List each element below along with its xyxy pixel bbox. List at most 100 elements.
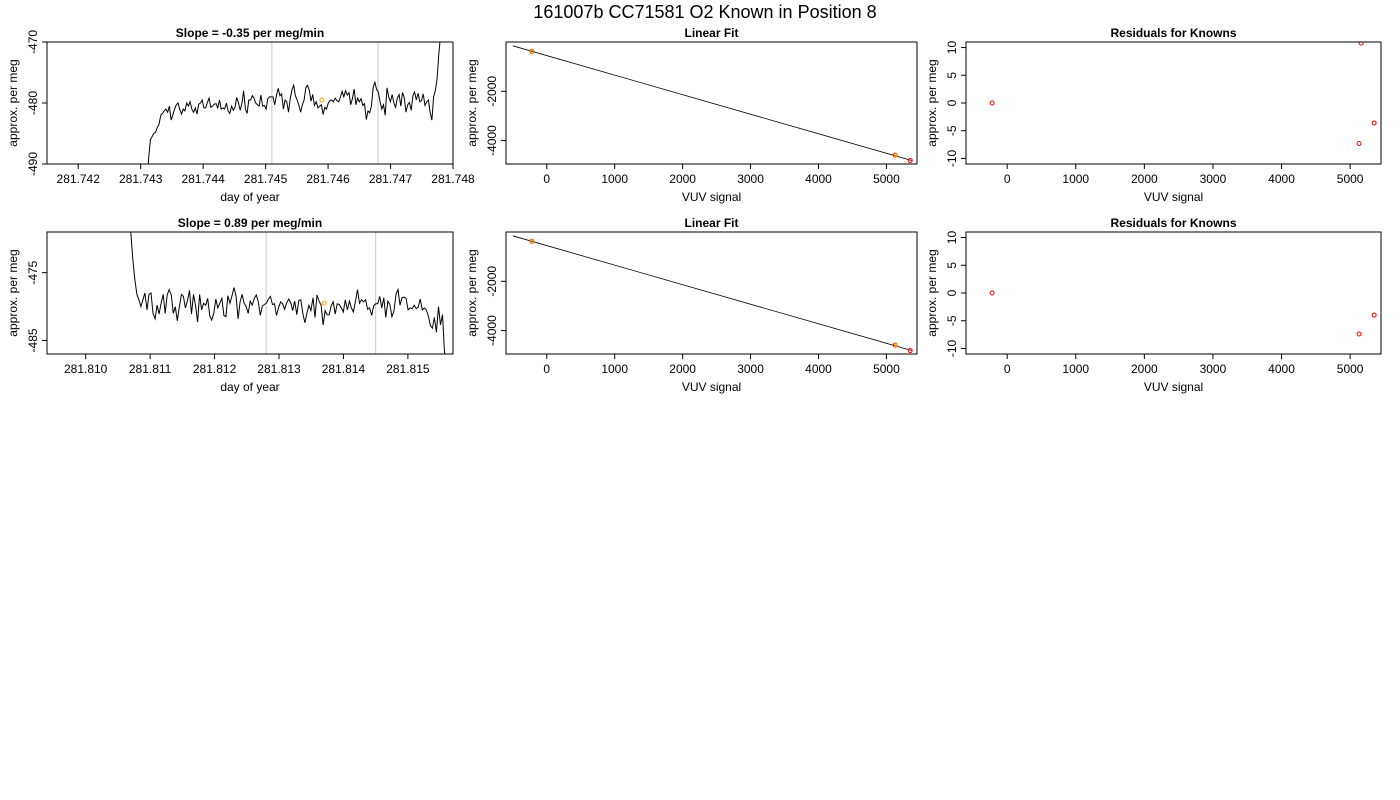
plot-area	[989, 290, 1377, 337]
data-point	[529, 49, 534, 54]
y-axis-label: approx. per meg	[465, 249, 479, 336]
data-point	[319, 97, 325, 103]
y-tick-label: -475	[26, 260, 40, 284]
x-tick-label: 0	[543, 172, 550, 186]
x-tick-label: 2000	[669, 172, 696, 186]
x-tick-label: 3000	[1200, 362, 1227, 376]
y-axis-label: approx. per meg	[465, 59, 479, 146]
x-tick-label: 5000	[1337, 362, 1364, 376]
x-tick-label: 281.745	[244, 172, 288, 186]
x-axis-label: VUV signal	[682, 190, 741, 204]
y-tick-label: 10	[945, 231, 959, 245]
x-axis-label: VUV signal	[1144, 190, 1203, 204]
plot-frame	[46, 41, 454, 165]
y-tick-label: 5	[945, 72, 959, 79]
y-tick-label: -10	[945, 149, 959, 167]
y-axis-label: approx. per meg	[925, 59, 939, 146]
y-tick-label: -480	[26, 91, 40, 115]
plot-frame	[965, 41, 1382, 165]
x-tick-label: 0	[1004, 362, 1011, 376]
y-tick-label: -4000	[485, 315, 499, 346]
data-point	[893, 153, 899, 158]
data-point	[893, 343, 899, 348]
chart-panel-5: 0 1000 2000 3000 4000 5000 -2000 -4000 Linear Fi…	[465, 216, 918, 394]
x-tick-label: 1000	[601, 172, 628, 186]
y-tick-label: -490	[26, 152, 40, 176]
x-tick-label: 281.743	[119, 172, 163, 186]
x-tick-label: 281.746	[306, 172, 350, 186]
chart-title: Residuals for Knowns	[1110, 216, 1236, 230]
chart-panel-1: 281.742 281.743 281.744 281.745 281.746 281.7…	[6, 26, 475, 204]
series-line	[130, 232, 446, 354]
data-point	[321, 300, 327, 306]
panel-grid: 281.742 281.743 281.744 281.745 281.746 281.7…	[6, 26, 1382, 394]
x-tick-label: 281.815	[386, 362, 430, 376]
y-tick-label: 10	[945, 41, 959, 55]
y-tick-label: 0	[945, 289, 959, 296]
x-tick-label: 3000	[1200, 172, 1227, 186]
plot-area	[147, 42, 441, 164]
x-tick-label: 281.813	[257, 362, 301, 376]
data-point	[1356, 140, 1362, 146]
series-line	[147, 42, 441, 164]
x-axis-label: day of year	[220, 380, 279, 394]
x-tick-label: 281.742	[57, 172, 101, 186]
data-point	[529, 239, 534, 244]
data-point	[1371, 312, 1377, 318]
x-tick-label: 5000	[1337, 172, 1364, 186]
figure-title: 161007b CC71581 O2 Known in Position 8	[533, 2, 876, 22]
x-tick-label: 2000	[1131, 362, 1158, 376]
x-axis-label: VUV signal	[682, 380, 741, 394]
x-tick-label: 0	[1004, 172, 1011, 186]
data-point	[1356, 331, 1362, 337]
chart-title: Slope = 0.89 per meg/min	[178, 216, 322, 230]
chart-panel-4: 281.810 281.811 281.812 281.813 281.814 281.8…	[6, 216, 454, 394]
plot-area	[512, 45, 913, 164]
x-tick-label: 1000	[1062, 362, 1089, 376]
y-axis-label: approx. per meg	[6, 59, 20, 146]
x-tick-label: 4000	[805, 172, 832, 186]
x-tick-label: 3000	[737, 172, 764, 186]
x-tick-label: 3000	[737, 362, 764, 376]
x-tick-label: 281.812	[193, 362, 237, 376]
y-tick-label: -485	[26, 328, 40, 352]
data-point	[1358, 42, 1364, 46]
x-tick-label: 0	[543, 362, 550, 376]
x-tick-label: 281.744	[181, 172, 225, 186]
chart-title: Slope = -0.35 per meg/min	[176, 26, 324, 40]
y-tick-label: -2000	[485, 76, 499, 107]
y-tick-label: -5	[945, 315, 959, 326]
fit-line	[512, 235, 912, 351]
x-tick-label: 1000	[601, 362, 628, 376]
plot-frame	[46, 231, 454, 355]
chart-title: Residuals for Knowns	[1110, 26, 1236, 40]
y-tick-label: 5	[945, 262, 959, 269]
plot-area	[130, 232, 446, 354]
x-tick-label: 281.747	[369, 172, 413, 186]
x-tick-label: 281.814	[322, 362, 366, 376]
x-tick-label: 5000	[873, 362, 900, 376]
x-tick-label: 4000	[1268, 362, 1295, 376]
x-tick-label: 281.810	[64, 362, 108, 376]
y-tick-label: -470	[26, 30, 40, 54]
y-tick-label: -2000	[485, 266, 499, 297]
data-point	[907, 348, 913, 354]
y-tick-label: -10	[945, 339, 959, 357]
data-point	[907, 158, 913, 164]
plot-area	[512, 235, 913, 354]
plot-area	[989, 42, 1377, 146]
data-point	[1371, 120, 1377, 126]
chart-title: Linear Fit	[684, 216, 738, 230]
plot-frame	[505, 231, 918, 355]
x-tick-label: 281.811	[129, 362, 172, 376]
chart-panel-6: 0 1000 2000 3000 4000 5000 10 5 0 -5 -10 Residuals …	[925, 216, 1382, 394]
x-tick-label: 4000	[805, 362, 832, 376]
x-tick-label: 1000	[1062, 172, 1089, 186]
fit-line	[512, 45, 912, 161]
plot-frame	[965, 231, 1382, 355]
x-tick-label: 2000	[669, 362, 696, 376]
plot-frame	[505, 41, 918, 165]
y-axis-label: approx. per meg	[925, 249, 939, 336]
chart-panel-2: 0 1000 2000 3000 4000 5000 -2000 -4000 Linear Fi…	[465, 26, 918, 204]
